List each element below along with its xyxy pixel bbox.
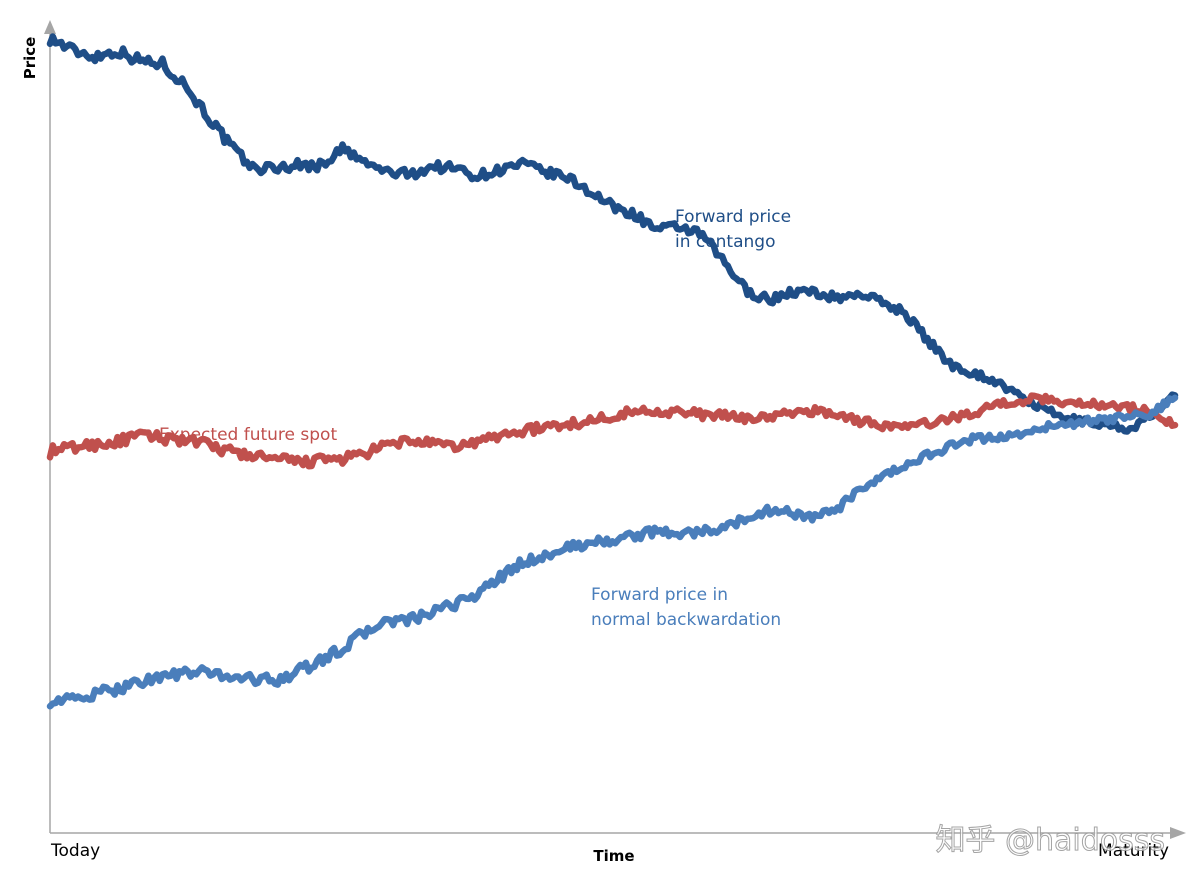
series-label-backwardation-line-2: normal backwardation	[591, 610, 781, 630]
series-line-expected-future-spot	[46, 392, 1179, 470]
x-axis-arrow-icon	[1170, 827, 1186, 839]
x-tick-label-today: Today	[50, 841, 100, 861]
series-label-contango-line-2: in contango	[675, 232, 775, 252]
series-line-forward-price-in-normal-backwardation	[46, 394, 1179, 710]
series-label-expected-spot-line-1: Expected future spot	[159, 425, 337, 445]
series-label-backwardation: Forward price in normal backwardation	[591, 585, 781, 630]
y-axis-title: Price	[21, 37, 39, 80]
watermark: 知乎 @haidosss	[935, 823, 1165, 858]
series-line-forward-price-in-contango	[46, 33, 1179, 435]
x-tick-label-maturity: Maturity	[1098, 841, 1169, 861]
y-axis-arrow-icon	[44, 20, 56, 34]
x-axis-title: Time	[593, 847, 634, 865]
series-label-contango-line-1: Forward price	[675, 207, 791, 227]
series-label-backwardation-line-1: Forward price in	[591, 585, 728, 605]
series-label-expected-spot: Expected future spot	[159, 425, 337, 445]
series-label-contango: Forward price in contango	[675, 207, 796, 252]
series-layer	[46, 33, 1179, 710]
